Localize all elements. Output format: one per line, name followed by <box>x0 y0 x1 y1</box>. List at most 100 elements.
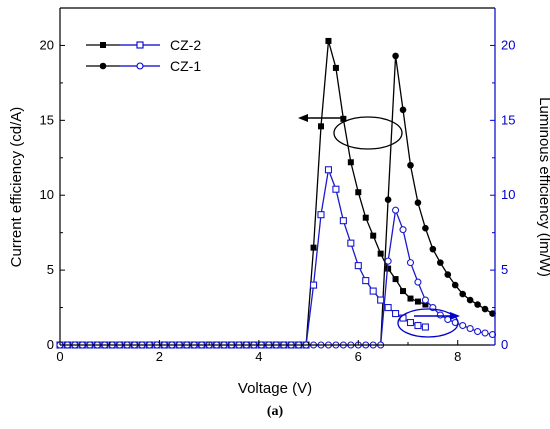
indicator-ellipse <box>397 308 459 338</box>
axes: 0 2 4 6 8 0 5 10 15 20 0 5 10 15 20 <box>40 7 515 364</box>
data-point <box>421 323 429 331</box>
data-point <box>347 239 355 247</box>
series-current-cz-2 <box>57 37 429 348</box>
data-point <box>429 245 437 253</box>
indicator-arrowhead <box>298 114 308 122</box>
right-y-tick-label: 5 <box>501 262 508 277</box>
data-point <box>400 288 407 295</box>
plot-area <box>56 37 497 349</box>
series-line <box>60 40 426 346</box>
x-tick-label: 2 <box>156 349 163 364</box>
right-y-tick-label: 20 <box>501 37 515 52</box>
series-luminous-cz-2 <box>56 166 429 349</box>
series-line <box>60 167 426 346</box>
data-point <box>392 309 400 318</box>
data-point <box>392 276 399 283</box>
left-y-tick-label: 20 <box>40 37 54 52</box>
data-point <box>399 226 407 234</box>
data-point <box>354 262 362 270</box>
data-point <box>489 310 496 317</box>
data-point <box>437 259 444 266</box>
data-point <box>399 106 407 114</box>
legend-marker-blue <box>136 62 144 70</box>
indicator-ellipse <box>333 116 403 150</box>
legend-marker-black <box>100 42 106 48</box>
data-point <box>451 281 459 289</box>
data-point <box>459 290 466 298</box>
data-point <box>310 244 317 251</box>
x-tick-label: 4 <box>255 349 262 364</box>
data-point <box>414 321 422 330</box>
legend-marker-black <box>99 62 107 70</box>
data-point <box>444 271 452 278</box>
left-y-tick-label: 5 <box>47 262 54 277</box>
data-point <box>369 287 377 295</box>
data-point <box>384 196 392 204</box>
data-point <box>325 37 332 44</box>
data-point <box>339 217 347 225</box>
right-y-tick-label: 0 <box>501 337 508 352</box>
right-y-tick-label: 15 <box>501 112 515 127</box>
data-point <box>421 296 429 304</box>
data-point <box>459 321 467 330</box>
x-tick-label: 8 <box>454 349 461 364</box>
data-point <box>422 224 429 232</box>
data-point <box>384 304 392 312</box>
series-luminous-cz-1 <box>56 206 497 349</box>
data-point <box>377 250 384 257</box>
data-point <box>318 123 324 130</box>
data-point <box>436 311 444 319</box>
data-point <box>332 64 339 71</box>
legend-marker-blue <box>136 41 144 49</box>
data-point <box>347 159 354 166</box>
data-point <box>309 281 318 289</box>
data-point <box>392 206 400 214</box>
legend-label: CZ-1 <box>170 58 201 74</box>
left-axis-title: Current efficiency (cd/A) <box>8 107 25 268</box>
legend-entry-cz-2: CZ-2 <box>86 37 201 53</box>
legend-entry-cz-1: CZ-1 <box>86 58 201 74</box>
data-point <box>362 214 369 221</box>
data-point <box>481 305 489 313</box>
right-axis-indicator <box>397 308 460 338</box>
left-y-tick-label: 10 <box>40 187 54 202</box>
figure-caption: (a) <box>267 404 284 419</box>
data-point <box>406 259 415 267</box>
data-point <box>362 277 370 285</box>
data-point <box>474 327 482 336</box>
data-point <box>466 324 474 333</box>
data-point <box>370 232 377 239</box>
data-point <box>414 298 421 305</box>
data-point <box>385 265 392 272</box>
data-point <box>481 329 489 337</box>
data-point <box>414 278 422 286</box>
x-axis-title: Voltage (V) <box>238 380 312 397</box>
left-y-tick-label: 15 <box>40 112 54 127</box>
data-point <box>332 185 340 193</box>
data-point <box>406 318 415 327</box>
left-y-tick-label: 0 <box>47 337 54 352</box>
data-point <box>324 166 333 174</box>
data-point <box>392 52 399 60</box>
data-point <box>474 301 481 308</box>
x-tick-label: 6 <box>355 349 362 364</box>
annotations <box>298 114 460 338</box>
data-point <box>466 296 474 304</box>
data-point <box>407 295 414 302</box>
data-point <box>384 257 392 265</box>
data-point <box>355 189 362 196</box>
data-point <box>444 315 452 324</box>
indicator-arrowhead <box>450 312 460 320</box>
data-point <box>407 161 414 169</box>
data-point <box>414 199 422 207</box>
left-axis-indicator <box>298 114 403 150</box>
data-point <box>317 211 325 219</box>
data-point <box>422 301 429 308</box>
right-axis-title: Luminous efficiency (lm/W) <box>536 97 550 277</box>
legend-label: CZ-2 <box>170 37 201 53</box>
right-y-tick-label: 10 <box>501 187 515 202</box>
legend: CZ-2 CZ-1 <box>86 37 201 74</box>
x-tick-label: 0 <box>56 349 63 364</box>
data-point <box>340 115 347 122</box>
